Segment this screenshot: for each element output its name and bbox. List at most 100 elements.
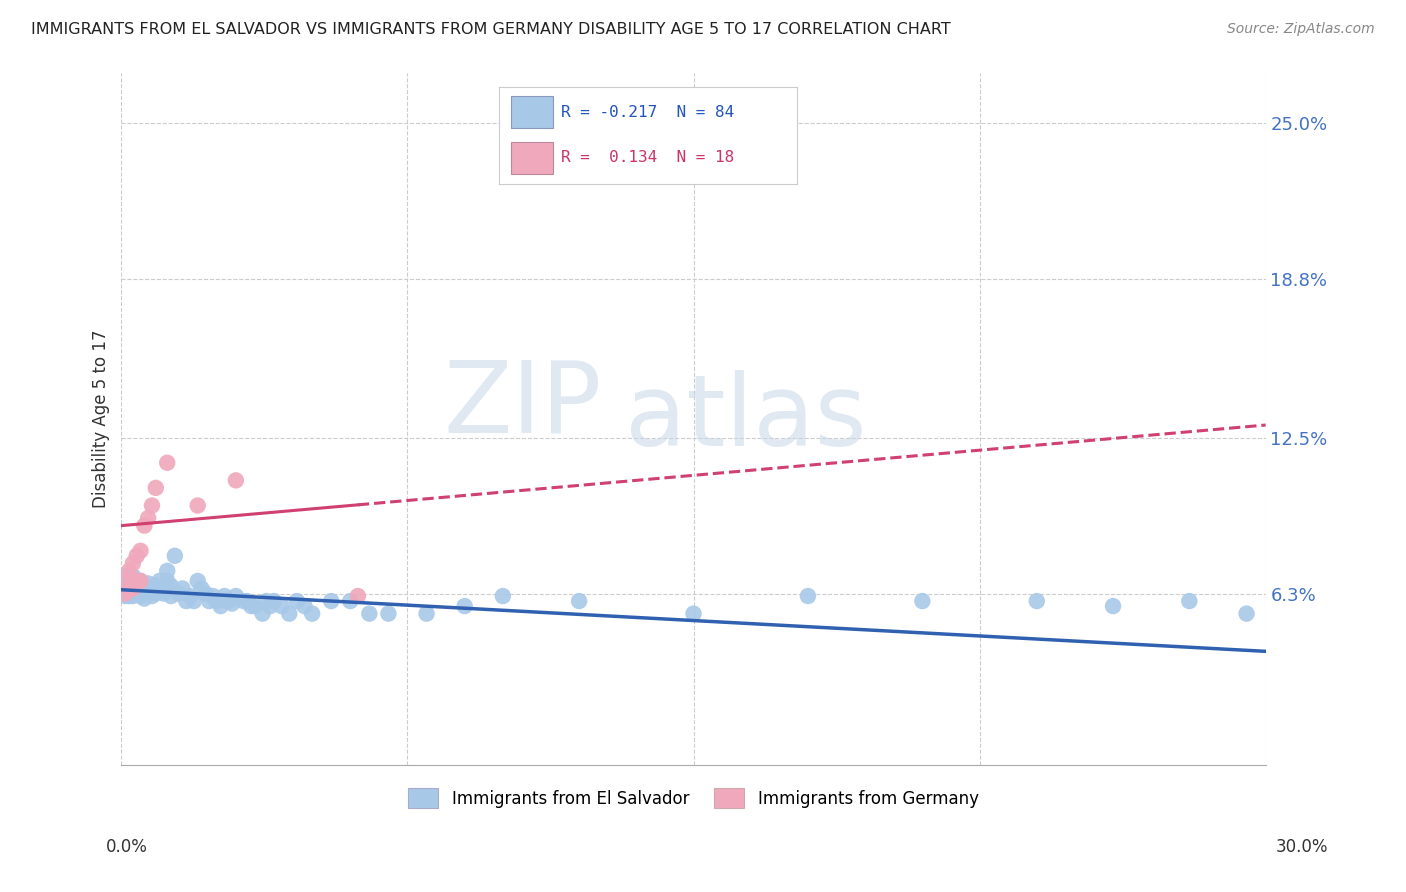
Point	[254, 594, 277, 608]
Point	[347, 589, 370, 603]
Point	[118, 582, 141, 596]
Point	[179, 589, 201, 603]
Point	[321, 594, 343, 608]
Point	[568, 594, 591, 608]
Point	[152, 586, 174, 600]
Point	[129, 574, 152, 588]
Point	[148, 582, 170, 596]
Point	[122, 574, 145, 588]
Point	[145, 586, 167, 600]
Point	[136, 511, 159, 525]
Point	[145, 481, 167, 495]
Point	[129, 584, 152, 599]
Point	[236, 594, 259, 608]
Point	[141, 589, 163, 603]
Point	[377, 607, 399, 621]
Legend: Immigrants from El Salvador, Immigrants from Germany: Immigrants from El Salvador, Immigrants …	[402, 781, 986, 815]
Point	[415, 607, 437, 621]
Point	[217, 594, 239, 608]
Point	[152, 579, 174, 593]
Point	[136, 586, 159, 600]
Point	[118, 589, 141, 603]
Point	[156, 456, 179, 470]
Point	[454, 599, 477, 613]
Text: Source: ZipAtlas.com: Source: ZipAtlas.com	[1227, 22, 1375, 37]
Point	[797, 589, 820, 603]
Point	[134, 586, 156, 600]
Point	[118, 564, 141, 578]
Point	[1236, 607, 1258, 621]
Point	[187, 499, 209, 513]
Point	[129, 579, 152, 593]
Point	[682, 607, 704, 621]
Point	[183, 594, 205, 608]
Point	[174, 594, 197, 608]
Point	[141, 499, 163, 513]
Point	[136, 576, 159, 591]
Text: 30.0%: 30.0%	[1277, 838, 1329, 856]
Point	[243, 599, 266, 613]
Point	[134, 518, 156, 533]
Point	[259, 599, 281, 613]
Point	[232, 594, 254, 608]
Point	[145, 579, 167, 593]
Point	[1025, 594, 1047, 608]
Point	[122, 584, 145, 599]
Point	[129, 543, 152, 558]
Point	[160, 579, 183, 593]
Point	[339, 594, 361, 608]
Text: atlas: atlas	[624, 370, 866, 467]
Point	[198, 594, 221, 608]
Point	[114, 586, 136, 600]
Point	[122, 582, 145, 596]
Point	[148, 574, 170, 588]
Point	[129, 589, 152, 603]
Point	[118, 582, 141, 596]
Point	[187, 574, 209, 588]
Point	[225, 474, 247, 488]
Point	[136, 582, 159, 596]
Point	[252, 607, 274, 621]
Point	[134, 579, 156, 593]
Text: 0.0%: 0.0%	[105, 838, 148, 856]
Point	[129, 574, 152, 588]
Point	[278, 607, 301, 621]
Point	[122, 557, 145, 571]
Text: IMMIGRANTS FROM EL SALVADOR VS IMMIGRANTS FROM GERMANY DISABILITY AGE 5 TO 17 CO: IMMIGRANTS FROM EL SALVADOR VS IMMIGRANT…	[31, 22, 950, 37]
Point	[125, 549, 148, 563]
Point	[285, 594, 308, 608]
Point	[156, 564, 179, 578]
Point	[134, 591, 156, 606]
Point	[163, 549, 186, 563]
Point	[172, 582, 194, 596]
Point	[301, 607, 323, 621]
Text: ZIP: ZIP	[444, 357, 602, 453]
Point	[225, 589, 247, 603]
Point	[141, 584, 163, 599]
Point	[1178, 594, 1201, 608]
Point	[118, 576, 141, 591]
Point	[125, 582, 148, 596]
Point	[114, 582, 136, 596]
Point	[263, 594, 285, 608]
Point	[240, 599, 263, 613]
Point	[114, 574, 136, 588]
Point	[214, 589, 236, 603]
Point	[201, 589, 224, 603]
Point	[209, 599, 232, 613]
Point	[125, 574, 148, 588]
Point	[1102, 599, 1125, 613]
Point	[160, 589, 183, 603]
Point	[359, 607, 381, 621]
Point	[270, 599, 292, 613]
Point	[125, 574, 148, 588]
Point	[114, 569, 136, 583]
Point	[114, 589, 136, 603]
Point	[205, 594, 228, 608]
Point	[167, 586, 190, 600]
Point	[118, 569, 141, 583]
Y-axis label: Disability Age 5 to 17: Disability Age 5 to 17	[93, 329, 110, 508]
Point	[190, 582, 212, 596]
Point	[122, 569, 145, 583]
Point	[156, 574, 179, 588]
